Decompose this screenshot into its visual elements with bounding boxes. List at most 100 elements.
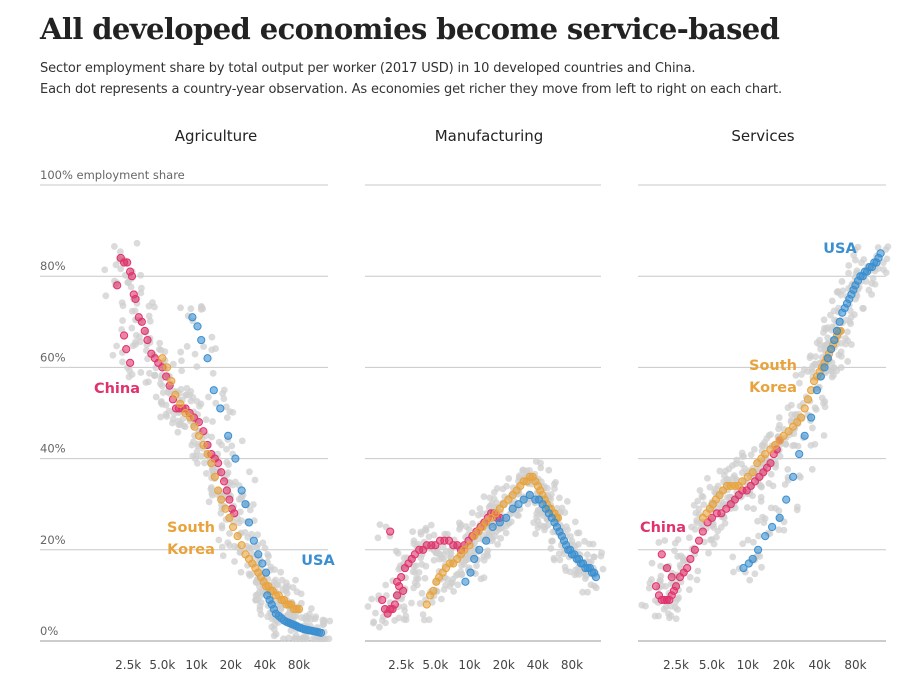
other-country-point <box>515 512 522 520</box>
other-country-point <box>679 554 687 562</box>
other-country-point <box>112 261 120 269</box>
x-tick-label: 20k <box>493 658 515 672</box>
other-country-point <box>733 456 741 464</box>
other-country-point <box>468 509 476 517</box>
other-country-point <box>536 521 544 529</box>
usa-point <box>789 472 798 481</box>
other-country-point <box>157 380 164 388</box>
x-tick-label: 10k <box>458 658 480 672</box>
other-country-point <box>700 501 708 508</box>
usa-point <box>193 322 202 331</box>
other-country-point <box>151 303 158 311</box>
usa-point <box>475 545 484 554</box>
other-country-point <box>822 341 830 349</box>
other-country-point <box>761 442 769 450</box>
other-country-point <box>156 339 164 347</box>
other-country-point <box>548 537 555 545</box>
x-tick-label: 2.5k <box>388 658 414 672</box>
other-country-point <box>837 339 845 347</box>
other-country-point <box>797 473 804 481</box>
other-country-point <box>152 393 160 401</box>
other-country-point <box>494 540 502 548</box>
other-country-point <box>850 251 858 259</box>
other-country-point <box>372 609 379 617</box>
other-country-point <box>430 556 438 564</box>
china-point <box>126 358 135 367</box>
china-point <box>131 294 140 304</box>
china-point <box>671 582 681 591</box>
other-country-point <box>884 243 892 251</box>
other-country-point <box>705 549 712 557</box>
south-korea-label: Korea <box>167 542 215 558</box>
other-country-point <box>583 551 591 558</box>
other-country-point <box>293 588 301 596</box>
other-country-point <box>672 615 680 623</box>
other-country-point <box>787 401 795 409</box>
usa-point <box>216 404 225 413</box>
other-country-point <box>102 292 110 300</box>
other-country-point <box>657 562 665 570</box>
other-country-point <box>254 531 262 539</box>
usa-point <box>827 345 836 354</box>
other-country-point <box>838 278 846 285</box>
other-country-point <box>497 534 505 542</box>
other-country-point <box>145 312 153 320</box>
other-country-point <box>376 521 384 529</box>
other-country-point <box>688 523 695 531</box>
other-country-point <box>544 521 552 529</box>
other-country-point <box>743 504 751 511</box>
china-point <box>690 545 699 554</box>
other-country-point <box>246 506 254 514</box>
other-country-point <box>651 612 659 620</box>
other-country-point <box>751 570 759 578</box>
china-point <box>143 335 152 345</box>
other-country-point <box>738 460 745 468</box>
other-country-point <box>782 440 790 448</box>
other-country-point <box>193 448 201 455</box>
south-korea-point <box>167 376 176 386</box>
other-country-point <box>364 603 372 610</box>
other-country-point <box>248 530 255 538</box>
south-korea-point <box>460 545 469 554</box>
other-country-point <box>205 393 212 401</box>
other-country-point <box>218 441 225 449</box>
other-country-point <box>223 414 231 422</box>
other-country-point <box>164 388 172 396</box>
other-country-point <box>226 479 234 487</box>
other-country-point <box>738 449 746 457</box>
other-country-point <box>157 413 165 421</box>
other-country-point <box>251 476 259 484</box>
x-tick-label: 40k <box>527 658 549 672</box>
other-country-point <box>761 515 769 523</box>
other-country-point <box>222 403 230 411</box>
other-country-point <box>421 574 429 582</box>
usa-point <box>470 554 479 564</box>
other-country-point <box>674 553 682 560</box>
other-country-point <box>454 581 462 589</box>
other-country-point <box>558 504 566 512</box>
other-country-point <box>427 521 435 529</box>
other-country-point <box>571 518 579 526</box>
other-country-point <box>666 614 673 622</box>
china-point <box>119 331 129 340</box>
other-country-point <box>698 492 706 500</box>
chart-subtitle-line-2: Each dot represents a country-year obser… <box>40 82 782 97</box>
other-country-point <box>750 445 758 453</box>
other-country-point <box>177 348 185 356</box>
other-country-point <box>813 339 821 347</box>
south-korea-point <box>481 518 491 527</box>
other-country-point <box>537 464 545 472</box>
x-tick-label: 2.5k <box>663 658 689 672</box>
panel-title-agriculture: Agriculture <box>174 127 258 145</box>
other-country-point <box>484 552 492 560</box>
other-country-point <box>842 316 850 324</box>
x-tick-label: 5.0k <box>699 658 725 672</box>
usa-point <box>761 532 770 541</box>
other-country-point <box>534 506 542 514</box>
other-country-point <box>208 433 216 441</box>
other-country-point <box>599 565 607 573</box>
other-country-point <box>806 354 814 362</box>
other-country-point <box>844 358 852 365</box>
other-country-point <box>394 549 402 557</box>
